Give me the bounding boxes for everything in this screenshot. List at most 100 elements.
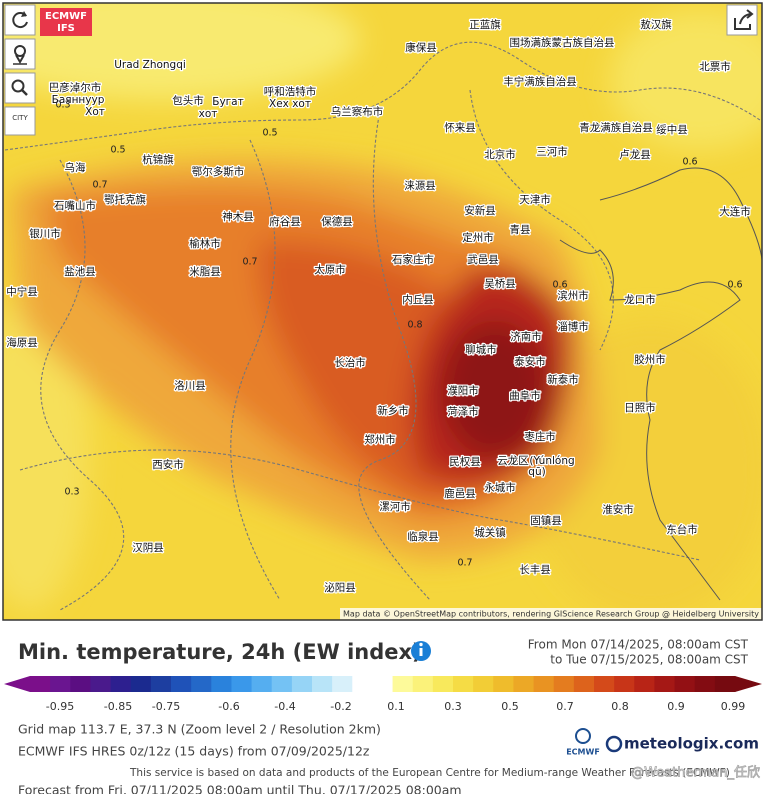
contour-label: 0.6 [682, 157, 697, 168]
map-label: 三河市 [536, 145, 568, 158]
map-label: 龙口市 [624, 293, 656, 306]
map-label: 乌兰察布市 [331, 105, 384, 118]
city-toggle-label: CITY [12, 114, 28, 122]
colorbar-tick-label: 0.1 [387, 700, 405, 713]
contour-label: 0.6 [727, 280, 742, 291]
map-label: 北京市 [484, 148, 516, 161]
colorbar-segment [432, 676, 454, 692]
map-label: 濮阳市 [447, 384, 479, 397]
map-label: 曲阜市 [509, 389, 541, 402]
map-label: 临泉县 [407, 530, 439, 543]
city-toggle[interactable] [4, 106, 36, 136]
panel-title: Min. temperature, 24h (EW index) [18, 640, 422, 664]
map-label: 鄂托克旗 [104, 193, 146, 206]
model-badge[interactable] [40, 8, 92, 36]
colorbar-segment [634, 676, 655, 692]
map-label: 济南市 [510, 330, 542, 343]
map-label: 东台市 [666, 523, 698, 536]
map-label: 杭锦旗 [142, 153, 174, 166]
map-label: 呼和浩特市 [264, 85, 317, 98]
map-label: 民权县 [449, 455, 481, 468]
map-label: Баяннуур [52, 94, 105, 106]
map-label: 永城市 [484, 481, 516, 494]
colorbar-segment [513, 676, 535, 692]
map-label: 新泰市 [547, 373, 579, 386]
map-label: 石家庄市 [392, 253, 434, 266]
colorbar-tick-label: 0.5 [501, 700, 519, 713]
colorbar-tick-label: -0.75 [152, 700, 180, 713]
colorbar-segment [352, 676, 373, 692]
map-label: 绥中县 [656, 123, 688, 136]
map-label: 固镇县 [530, 514, 562, 527]
map-label: 菏泽市 [447, 405, 479, 418]
map-label: 康保县 [405, 41, 437, 54]
map-label: 盐池县 [64, 265, 96, 278]
map-label: 敖汉旗 [640, 18, 672, 31]
colorbar-segment [70, 676, 91, 692]
map-label: 安新县 [464, 204, 496, 217]
badge-line: IFS [57, 23, 75, 34]
colorbar-segment [90, 676, 112, 692]
map-label: 丰宁满族自治县 [503, 75, 577, 88]
colorbar-segment [150, 676, 172, 692]
map-label: 武邑县 [467, 253, 499, 266]
contour-label: 0.7 [92, 180, 107, 191]
map-label: 太原市 [314, 263, 346, 276]
colorbar-tick-label: -0.6 [218, 700, 239, 713]
colorbar: -0.95 -0.85 -0.75 -0.6 -0.4 -0.2 0.1 0.3 0.5 0.7 0… [4, 676, 762, 713]
map-label: 海原县 [6, 336, 38, 349]
map-label: Urad Zhongqi [114, 59, 186, 71]
map-label: 中宁县 [6, 285, 38, 298]
colorbar-segment [312, 676, 333, 692]
refresh-button[interactable] [4, 4, 36, 36]
colorbar-segment [594, 676, 615, 692]
colorbar-arrow [735, 676, 762, 692]
map-label: хот [199, 108, 218, 120]
colorbar-segment [714, 676, 736, 692]
contour-label: 0.3 [64, 487, 79, 498]
colorbar-segment [231, 676, 253, 692]
colorbar-segment [171, 676, 192, 692]
map-label: 西安市 [152, 458, 184, 471]
map-label: 乌海 [65, 161, 86, 174]
colorbar-segment [412, 676, 434, 692]
colorbar-segment [493, 676, 514, 692]
map-label: 鹿邑县 [444, 487, 476, 500]
colorbar-segment [453, 676, 474, 692]
colorbar-tick-label: -0.85 [104, 700, 132, 713]
colorbar-segment [291, 676, 313, 692]
map-label: 包头市 [172, 94, 204, 107]
colorbar-segment [191, 676, 212, 692]
colorbar-segment [130, 676, 152, 692]
contour-label: 0.7 [457, 558, 472, 569]
map-label: 日照市 [624, 401, 656, 414]
colorbar-segment [694, 676, 716, 692]
map-label: 天津市 [519, 193, 551, 206]
ecmwf-logo [575, 728, 591, 744]
info-icon[interactable] [411, 641, 431, 661]
map-label: 石嘴山市 [54, 199, 96, 212]
colorbar-segment [654, 676, 676, 692]
colorbar-segment [372, 676, 394, 692]
map-label: 鄂尔多斯市 [192, 165, 245, 178]
map-label: 青龙满族自治县 [579, 121, 653, 134]
map-label: 神木县 [222, 210, 254, 223]
map-label: Хот [85, 106, 105, 118]
colorbar-segment [332, 676, 353, 692]
colorbar-segment [30, 676, 51, 692]
colorbar-tick-label: -0.4 [274, 700, 295, 713]
map-label: 泌阳县 [324, 581, 356, 594]
model-info: ECMWF IFS HRES 0z/12z (15 days) from 07/… [18, 744, 370, 759]
map-label: 胶州市 [634, 353, 666, 366]
map-label: 枣庄市 [524, 430, 556, 443]
ecmwf-logo-text: ECMWF [566, 748, 600, 757]
map-label: 淮安市 [602, 503, 634, 516]
colorbar-tick-label: -0.2 [330, 700, 351, 713]
zoom-button[interactable] [4, 72, 36, 104]
map-label: Бугат [212, 96, 244, 108]
contour-label: 0.8 [407, 320, 422, 331]
colorbar-segment [553, 676, 575, 692]
map-label: 怀来县 [444, 122, 476, 134]
map-label: 长丰县 [519, 563, 551, 576]
map-label: Хех хот [269, 98, 311, 110]
